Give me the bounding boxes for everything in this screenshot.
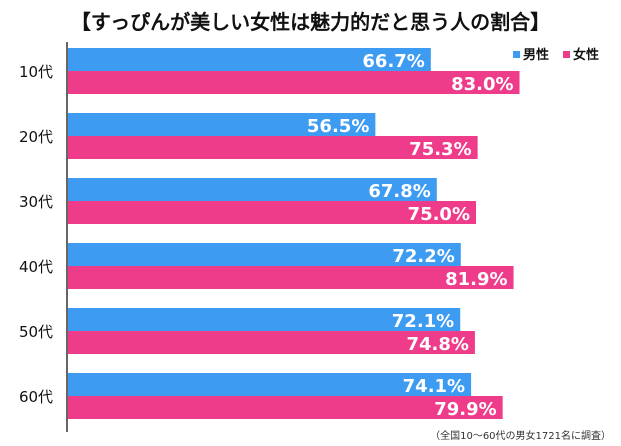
bar-male (68, 243, 461, 266)
bar-female (68, 266, 514, 289)
category-label: 20代 (19, 128, 53, 146)
category-label: 60代 (19, 388, 53, 406)
category-label: 50代 (19, 323, 53, 341)
data-label: 75.0% (408, 204, 470, 225)
legend-label: 女性 (573, 47, 599, 63)
legend-label: 男性 (523, 47, 549, 63)
bar-female (68, 201, 476, 224)
bar-male (68, 178, 437, 201)
source-note: （全国10～60代の男女1721名に調査） (430, 431, 611, 442)
category-label: 10代 (19, 63, 53, 81)
category-label: 30代 (19, 193, 53, 211)
data-label: 83.0% (451, 74, 513, 95)
data-label: 74.1% (403, 376, 465, 397)
data-label: 75.3% (409, 139, 471, 160)
legend-box (509, 43, 609, 65)
data-label: 66.7% (362, 51, 424, 72)
data-label: 74.8% (406, 334, 468, 355)
bar-male (68, 373, 472, 396)
bar-male (68, 48, 431, 71)
data-label: 81.9% (445, 269, 507, 290)
legend-swatch (563, 51, 570, 58)
bar-female (68, 396, 503, 419)
data-label: 56.5% (307, 116, 369, 137)
data-label: 72.2% (392, 246, 454, 267)
bar-female (68, 71, 520, 94)
bar-male (68, 308, 461, 331)
category-label: 40代 (19, 258, 53, 276)
data-label: 79.9% (434, 399, 496, 420)
bar-female (68, 331, 475, 354)
bar-female (68, 136, 478, 159)
chart-title: 【すっぴんが美しい女性は魅力的だと思う人の割合】 (70, 10, 551, 34)
data-label: 72.1% (392, 311, 454, 332)
legend-swatch (513, 51, 520, 58)
bar-male (68, 113, 376, 136)
data-label: 67.8% (368, 181, 430, 202)
